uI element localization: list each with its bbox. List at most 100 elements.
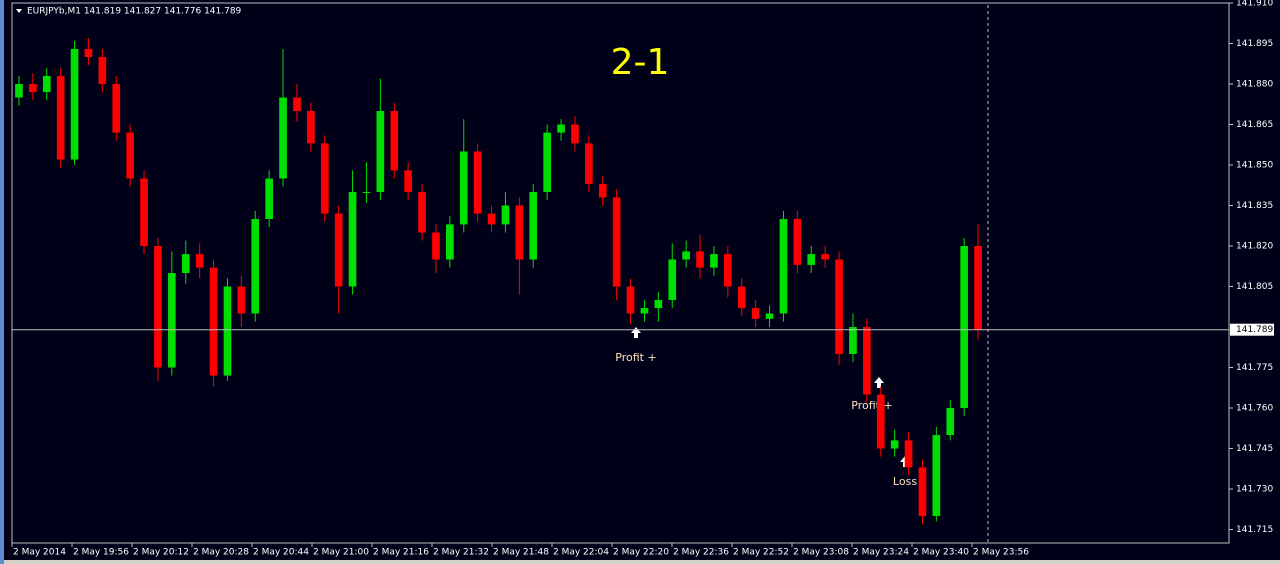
candle-body	[446, 224, 454, 260]
candle-body	[640, 308, 649, 314]
candle-body	[724, 254, 732, 287]
x-tick-label: 2 May 21:32	[433, 548, 489, 558]
candle-body	[946, 408, 955, 435]
candle-body	[348, 192, 357, 287]
y-tick-label: 141.820	[1236, 242, 1273, 252]
candle-body	[84, 48, 93, 57]
candle-body	[765, 313, 774, 319]
candle-body	[626, 286, 635, 314]
candle-body	[432, 232, 440, 260]
y-tick-label: 141.805	[1236, 282, 1273, 292]
candle-body	[696, 251, 704, 268]
candle-body	[585, 143, 593, 184]
x-tick-label: 2 May 22:52	[733, 548, 789, 558]
candle-body	[557, 124, 565, 133]
candle-body	[154, 246, 162, 368]
candle-body	[237, 286, 246, 314]
candle-body	[56, 75, 65, 160]
candle-body	[876, 394, 885, 449]
annotation: Profit +	[851, 399, 892, 412]
candle-body	[223, 286, 232, 376]
candle-body	[501, 205, 510, 225]
candle-body	[779, 219, 788, 314]
candle-body	[918, 467, 927, 516]
chart-background	[4, 0, 1280, 560]
candle-body	[334, 213, 343, 287]
candle-body	[473, 151, 482, 214]
candle-body	[112, 84, 121, 133]
candle-body	[29, 84, 37, 93]
candle-body	[974, 246, 982, 330]
y-tick-label: 141.895	[1236, 39, 1273, 49]
candle-body	[307, 111, 315, 144]
candle-body	[320, 143, 329, 214]
x-tick-label: 2 May 20:12	[133, 548, 189, 558]
candle-body	[181, 254, 190, 273]
candle-body	[404, 170, 412, 192]
candle-body	[793, 219, 802, 265]
candle-body	[807, 254, 816, 265]
candle-body	[904, 440, 913, 468]
candle-body	[598, 183, 607, 198]
x-tick-label: 2 May 21:00	[313, 548, 369, 558]
candle-body	[362, 192, 371, 193]
x-tick-label: 2 May 20:44	[253, 548, 309, 558]
candle-body	[487, 213, 496, 225]
x-tick-label: 2 May 23:08	[793, 548, 849, 558]
y-tick-label: 141.865	[1236, 120, 1273, 130]
x-tick-label: 2 May 23:56	[973, 548, 1029, 558]
candle-body	[932, 435, 941, 516]
candle-body	[126, 132, 134, 179]
y-tick-label: 141.745	[1236, 444, 1273, 454]
candle-body	[98, 57, 107, 84]
candle-body	[821, 254, 829, 260]
annotation: Loss	[893, 475, 917, 488]
y-tick-label: 141.715	[1236, 525, 1273, 535]
candle-body	[209, 267, 218, 376]
candle-body	[279, 97, 287, 179]
y-tick-label: 141.910	[1236, 0, 1273, 9]
y-tick-label: 141.760	[1236, 404, 1273, 414]
candle-body	[710, 254, 718, 268]
x-tick-label: 2 May 23:40	[913, 548, 969, 558]
candle-body	[960, 246, 968, 408]
candle-body	[751, 308, 760, 319]
candle-body	[376, 111, 385, 192]
x-tick-label: 2 May 22:20	[613, 548, 669, 558]
candle-body	[168, 273, 176, 368]
candle-body	[654, 300, 663, 309]
candle-body	[863, 327, 871, 395]
candle-body	[251, 219, 260, 314]
x-tick-label: 2 May 20:28	[193, 548, 249, 558]
candle-body	[890, 440, 899, 449]
candle-body	[515, 205, 524, 260]
y-tick-label: 141.880	[1236, 80, 1273, 90]
tab-strip	[4, 560, 1280, 564]
candle-body	[459, 151, 468, 225]
candle-body	[265, 178, 273, 219]
arrow	[874, 377, 884, 388]
candle-body	[668, 259, 677, 300]
y-tick-label: 141.775	[1236, 363, 1273, 373]
candle-body	[543, 132, 551, 192]
current-price-label: 141.789	[1236, 325, 1273, 335]
candle-body	[737, 286, 746, 309]
x-tick-label: 2 May 22:04	[553, 548, 609, 558]
candle-body	[682, 251, 690, 260]
candle-body	[612, 197, 621, 287]
candle-body	[15, 84, 23, 98]
chart-title: EURJPYb,M1 141.819 141.827 141.776 141.7…	[27, 7, 242, 17]
candle-body	[835, 259, 843, 354]
x-tick-label: 2 May 19:56	[73, 548, 129, 558]
candle-body	[140, 178, 148, 246]
candle-body	[42, 75, 51, 93]
y-tick-label: 141.730	[1236, 485, 1273, 495]
y-tick-label: 141.835	[1236, 201, 1273, 211]
x-tick-label: 2 May 22:36	[673, 548, 729, 558]
candle-body	[293, 97, 301, 111]
x-tick-label: 2 May 21:48	[493, 548, 549, 558]
menu-triangle	[16, 9, 22, 13]
candle-body	[571, 124, 579, 144]
candle-body	[849, 327, 857, 354]
